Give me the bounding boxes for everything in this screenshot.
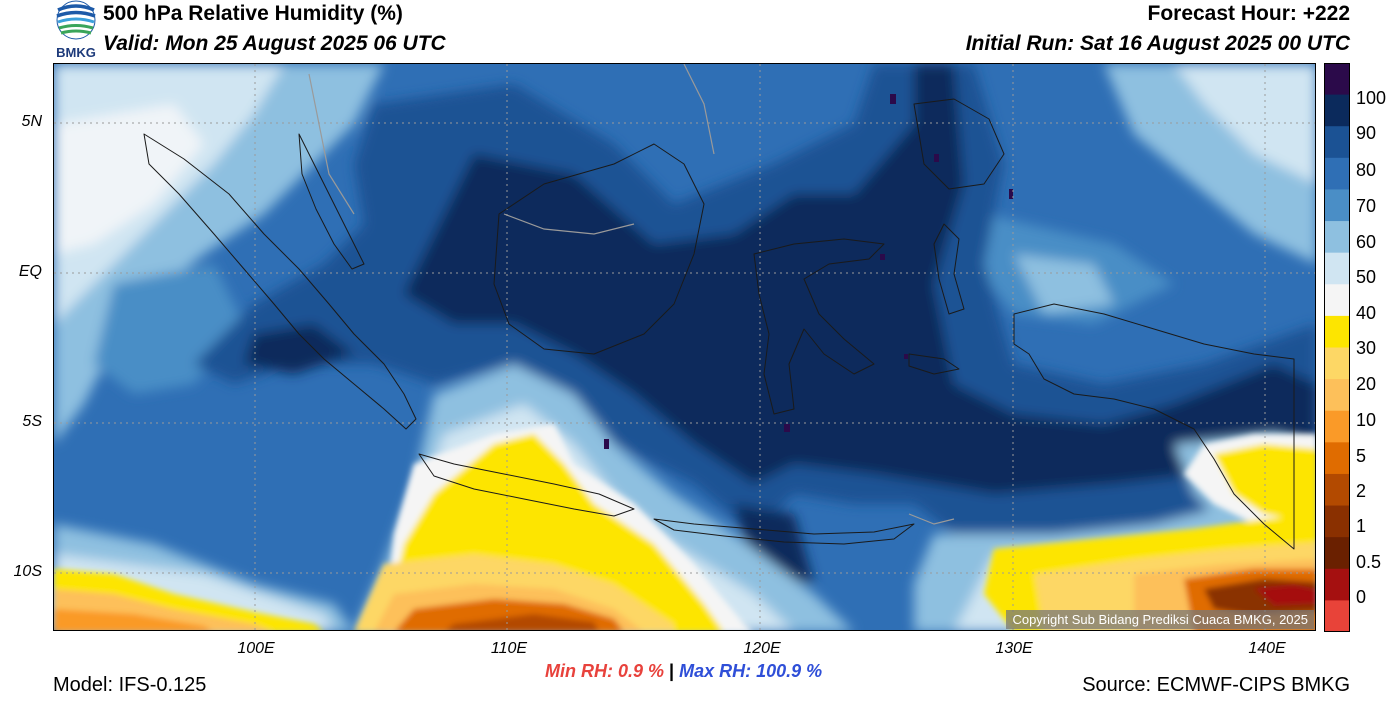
copyright-notice: Copyright Sub Bidang Prediksi Cuaca BMKG… <box>1006 610 1314 629</box>
colorbar-segment <box>1324 537 1350 570</box>
forecast-hour: Forecast Hour: +222 <box>1147 2 1351 25</box>
logo-text: BMKG <box>56 45 96 60</box>
colorbar-segment <box>1324 442 1350 475</box>
colorbar-segment <box>1324 126 1350 159</box>
lat-label-5n: 5N <box>21 113 42 130</box>
lon-label-110e: 110E <box>490 640 528 657</box>
colorbar-segment <box>1324 410 1350 443</box>
colorbar-label: 0 <box>1356 587 1367 607</box>
lat-label-10s: 10S <box>13 563 42 580</box>
max-rh: Max RH: 100.9 % <box>679 661 823 681</box>
colorbar <box>1324 63 1350 632</box>
chart-title: 500 hPa Relative Humidity (%) <box>103 2 403 25</box>
colorbar-segment <box>1324 600 1350 632</box>
colorbar-label: 20 <box>1356 374 1377 394</box>
colorbar-label: 30 <box>1356 338 1377 358</box>
colorbar-label: 100 <box>1356 88 1387 108</box>
colorbar-label: 0.5 <box>1356 552 1382 572</box>
colorbar-label: 60 <box>1356 232 1377 252</box>
lon-label-130e: 130E <box>995 640 1033 657</box>
model-label: Model: IFS-0.125 <box>53 674 207 696</box>
colorbar-label: 2 <box>1356 481 1367 501</box>
bmkg-logo: BMKG <box>52 0 100 60</box>
colorbar-label: 70 <box>1356 196 1377 216</box>
colorbar-segment <box>1324 157 1350 190</box>
humidity-map <box>53 63 1316 631</box>
colorbar-segment <box>1324 252 1350 285</box>
colorbar-segment <box>1324 94 1350 127</box>
lon-label-120e: 120E <box>743 640 781 657</box>
colorbar-segment <box>1324 189 1350 222</box>
colorbar-label: 90 <box>1356 123 1377 143</box>
min-rh: Min RH: 0.9 % <box>545 661 665 681</box>
colorbar-segment <box>1324 379 1350 412</box>
valid-time: Valid: Mon 25 August 2025 06 UTC <box>103 32 446 55</box>
colorbar-segment <box>1324 284 1350 317</box>
lon-label-100e: 100E <box>237 640 275 657</box>
colorbar-segment <box>1324 473 1350 507</box>
colorbar-label: 50 <box>1356 267 1377 287</box>
colorbar-segment <box>1324 63 1350 96</box>
lat-label-5s: 5S <box>22 413 42 430</box>
colorbar-label: 80 <box>1356 160 1377 180</box>
initial-run: Initial Run: Sat 16 August 2025 00 UTC <box>965 32 1350 55</box>
colorbar-label: 1 <box>1356 516 1367 536</box>
colorbar-segment <box>1324 221 1350 254</box>
stats-separator: | <box>669 661 675 681</box>
colorbar-segment <box>1324 315 1350 348</box>
colorbar-label: 5 <box>1356 446 1367 466</box>
colorbar-segment <box>1324 568 1350 601</box>
lat-label-eq: EQ <box>18 263 42 280</box>
colorbar-segment <box>1324 347 1350 380</box>
lon-label-140e: 140E <box>1248 640 1286 657</box>
colorbar-label: 10 <box>1356 410 1377 430</box>
rh-stats: Min RH: 0.9 % | Max RH: 100.9 % <box>545 661 822 682</box>
colorbar-label: 40 <box>1356 303 1377 323</box>
colorbar-segment <box>1324 505 1350 538</box>
humidity-field <box>54 64 1315 630</box>
colorbar-border <box>1324 63 1350 632</box>
source-label: Source: ECMWF-CIPS BMKG <box>1082 674 1350 696</box>
